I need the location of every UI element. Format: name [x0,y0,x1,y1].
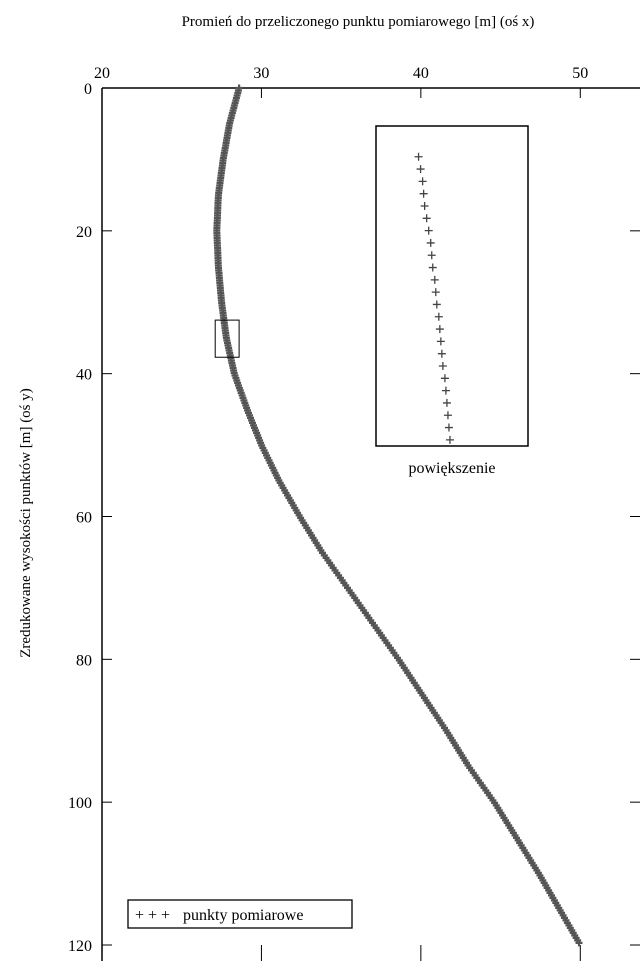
inset-label: powiększenie [408,460,495,477]
x-axis-label: Promień do przeliczonego punktu pomiarow… [182,14,535,30]
inset-point [432,300,441,309]
series-markers [213,84,583,947]
inset-point [441,386,450,395]
x-axis-ticks: 20 30 40 50 [94,65,588,961]
inset-point [438,362,447,370]
inset-point [420,202,429,210]
y-axis-ticks: 0 20 40 60 80 100 120 [68,81,640,955]
inset-point [418,177,427,186]
y-axis-label: Zredukowane wysokości punktów [m] (oś y) [18,388,34,658]
inset-point [422,214,431,223]
inset-point [427,251,436,260]
main-series [213,84,583,947]
plot-frame [101,87,640,961]
inset-panel: powiększenie [375,125,529,477]
inset-point [442,398,451,407]
inset-point [445,435,454,444]
y-tick-label: 60 [76,510,92,527]
inset-point [414,152,423,161]
inset-frame [375,125,529,447]
inset-point [440,374,449,383]
y-tick-label: 80 [76,652,92,669]
legend: + + + punkty pomiarowe [127,899,353,929]
inset-point [430,275,439,284]
y-tick-label: 0 [84,81,92,98]
legend-marker: + + + [135,907,170,924]
y-tick-label: 20 [76,224,92,241]
inset-point [428,263,437,272]
legend-box [127,899,353,929]
inset-point [424,226,433,235]
inset-point [444,423,453,432]
x-tick-label: 50 [572,65,588,82]
x-tick-label: 20 [94,65,110,82]
inset-point [426,238,435,247]
inset-point [434,312,443,321]
y-tick-label: 40 [76,367,92,384]
y-tick-label: 120 [68,938,92,955]
legend-label: punkty pomiarowe [183,907,303,924]
inset-point [435,325,444,334]
inset-point [419,189,428,198]
inset-point [443,411,452,420]
y-tick-label: 100 [68,795,92,812]
inset-point [437,349,446,358]
inset-point [416,165,425,174]
zoom-region-box [214,319,240,358]
x-tick-label: 30 [253,65,269,82]
inset-point [436,337,445,346]
inset-point [431,288,440,297]
x-tick-label: 40 [413,65,429,82]
